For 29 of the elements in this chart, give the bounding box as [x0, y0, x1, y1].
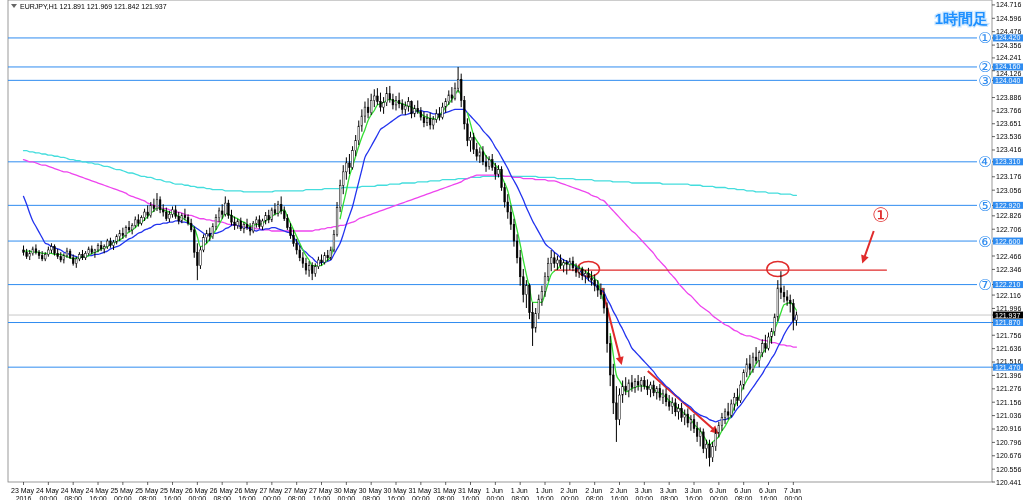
ref-line-label: ① [978, 29, 992, 47]
candlestick [425, 113, 429, 127]
candlestick [708, 439, 711, 467]
candlestick [664, 387, 668, 407]
candlestick [370, 93, 373, 116]
candlestick [245, 218, 249, 231]
candlestick [348, 153, 351, 175]
candlestick [525, 279, 528, 309]
candlestick [224, 195, 227, 217]
candlestick [242, 221, 246, 234]
ref-line-label: ⑥ [978, 232, 992, 250]
ref-line-label: ④ [978, 153, 992, 171]
candlestick [307, 260, 311, 278]
candlestick [699, 426, 702, 447]
candlestick [366, 97, 370, 119]
candlestick [633, 377, 637, 394]
candlestick [379, 92, 382, 113]
candlestick [183, 208, 187, 221]
candlestick [422, 111, 426, 128]
line-series [22, 158, 798, 348]
ref-line-label: ⑤ [978, 196, 992, 214]
candlestick [661, 388, 665, 405]
candlestick [630, 374, 634, 393]
ref-line-label: ⑦ [978, 276, 992, 294]
candlestick [394, 95, 398, 111]
text: 1時間足 [934, 9, 988, 27]
annotation: ① [872, 204, 890, 226]
candlestick [689, 414, 693, 432]
candlestick [748, 354, 751, 376]
